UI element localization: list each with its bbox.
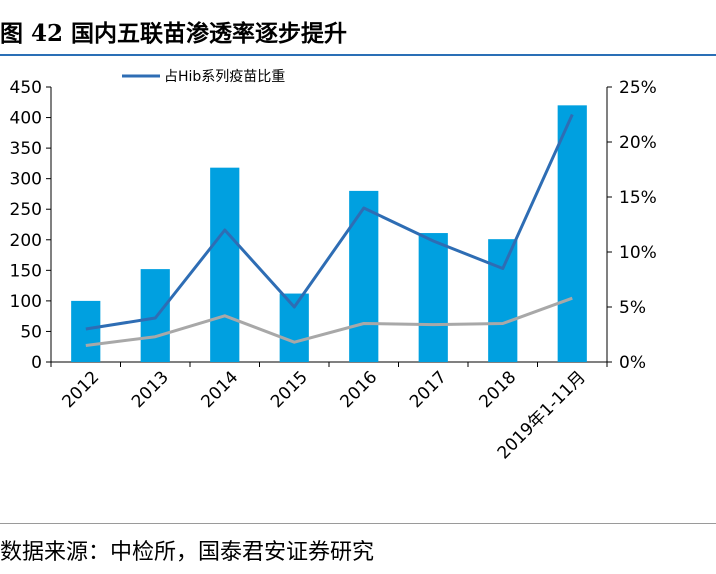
y-right-tick-label: 15% [619,188,657,208]
chart: 0 50 100 150 200 250 300 350 400 450 0% 5% 10% 15% 20%… [10,69,657,463]
bar [210,167,240,362]
y-left-tick-label: 100 [10,292,42,312]
legend-label: 占Hib系列疫苗比重 [164,69,285,85]
y-left-tick-label: 450 [10,78,42,98]
y-right-tick-label: 0% [619,353,646,373]
y-left-tick-label: 150 [10,261,42,281]
bar [488,239,518,362]
figure-title-text: 国内五联苗渗透率逐步提升 [71,20,348,47]
bar [418,233,448,362]
y-right-tick-label: 10% [619,243,657,263]
bar [557,105,587,363]
x-tick-label: 2014 [198,367,243,412]
y-left-tick-label: 350 [10,139,42,159]
figure-title: 图 42 国内五联苗渗透率逐步提升 [0,14,347,48]
bar [279,293,309,362]
x-tick-label: 2013 [128,367,173,412]
y-left-tick-label: 200 [10,231,42,251]
series-line-hib-share [85,113,574,331]
source-divider [0,523,716,524]
y-right-tick-label: 20% [619,133,657,153]
source-note: 数据来源：中检所，国泰君安证券研究 [0,540,375,565]
x-tick-label: 2016 [337,367,382,412]
x-tick-label: 2018 [476,367,521,412]
title-bar: 图 42 国内五联苗渗透率逐步提升 [0,0,716,56]
bar [140,269,170,362]
y-right-tick-label: 25% [619,78,657,98]
y-left-tick-label: 250 [10,200,42,220]
figure-label: 图 [0,20,23,47]
x-tick-label: 2012 [59,367,104,412]
y-left-tick-label: 0 [31,353,42,373]
bar [349,190,379,362]
y-left-tick-label: 400 [10,109,42,129]
series-line-secondary [85,296,573,347]
figure-number: 42 [31,20,64,47]
x-tick-label: 2015 [267,367,312,412]
bar [71,300,101,362]
y-right-tick-label: 5% [619,298,646,318]
x-tick-label: 2017 [406,367,451,412]
y-left-tick-label: 300 [10,170,42,190]
y-left-tick-label: 50 [20,322,42,342]
